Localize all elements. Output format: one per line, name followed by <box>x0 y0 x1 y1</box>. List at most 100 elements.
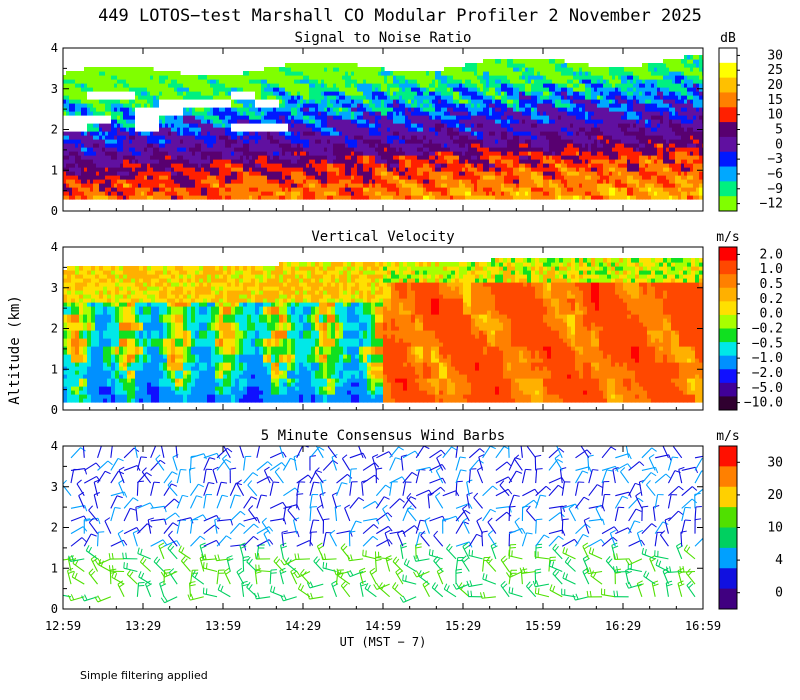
snr-cell <box>444 71 448 76</box>
snr-cell <box>213 123 217 128</box>
snr-cell <box>264 175 268 180</box>
snr-cell <box>264 167 268 172</box>
snr-cell <box>498 71 502 76</box>
snr-cell <box>234 99 238 104</box>
snr-cell <box>405 87 409 92</box>
snr-cell <box>180 95 184 100</box>
snr-cell <box>63 87 67 92</box>
snr-cell <box>72 159 76 164</box>
snr-cell <box>204 183 208 188</box>
snr-cell <box>123 159 127 164</box>
snr-cell <box>135 155 139 160</box>
snr-cell <box>417 107 421 112</box>
snr-cell <box>297 107 301 112</box>
snr-cell <box>264 99 268 104</box>
snr-cell <box>144 167 148 172</box>
snr-cell <box>294 75 298 80</box>
snr-cell <box>195 95 199 100</box>
snr-cell <box>300 71 304 76</box>
snr-cell <box>486 143 490 148</box>
snr-cell <box>288 79 292 84</box>
snr-cell <box>258 83 262 88</box>
snr-cell <box>423 179 427 184</box>
snr-cell <box>261 123 265 128</box>
snr-cell <box>420 151 424 156</box>
snr-cell <box>342 175 346 180</box>
snr-cell <box>330 135 334 140</box>
snr-cell <box>405 91 409 96</box>
snr-cell <box>411 119 415 124</box>
snr-cell <box>369 99 373 104</box>
snr-cell <box>441 183 445 188</box>
snr-cell <box>129 119 133 124</box>
snr-cell <box>483 75 487 80</box>
snr-cell <box>276 187 280 192</box>
snr-cell <box>81 115 85 120</box>
snr-cell <box>69 71 73 76</box>
snr-cell <box>405 179 409 184</box>
snr-cell <box>510 135 514 140</box>
snr-cell <box>279 155 283 160</box>
snr-cell <box>294 179 298 184</box>
snr-cell <box>318 95 322 100</box>
snr-cell <box>420 179 424 184</box>
snr-cell <box>288 139 292 144</box>
snr-cell <box>168 175 172 180</box>
snr-cell <box>282 127 286 132</box>
snr-cell <box>63 179 67 184</box>
snr-cell <box>435 123 439 128</box>
snr-cell <box>234 151 238 156</box>
snr-cell <box>267 119 271 124</box>
snr-cell <box>390 71 394 76</box>
snr-cell <box>138 159 142 164</box>
snr-cell <box>357 103 361 108</box>
snr-cell <box>453 71 457 76</box>
snr-cell <box>486 75 490 80</box>
snr-cell <box>351 87 355 92</box>
snr-cell <box>255 127 259 132</box>
snr-cell <box>279 195 283 200</box>
snr-cell <box>471 111 475 116</box>
snr-cell <box>126 183 130 188</box>
snr-cell <box>378 103 382 108</box>
snr-cell <box>165 75 169 80</box>
snr-cell <box>123 79 127 84</box>
snr-cell <box>414 115 418 120</box>
snr-cell <box>165 191 169 196</box>
snr-cell <box>210 119 214 124</box>
snr-cell <box>147 171 151 176</box>
snr-cell <box>195 183 199 188</box>
snr-cell <box>348 127 352 132</box>
snr-cell <box>459 79 463 84</box>
snr-cell <box>123 71 127 76</box>
snr-cell <box>396 195 400 200</box>
snr-cell <box>282 75 286 80</box>
snr-cell <box>396 147 400 152</box>
snr-cell <box>423 103 427 108</box>
snr-cell <box>498 75 502 80</box>
snr-cell <box>381 159 385 164</box>
snr-cell <box>444 115 448 120</box>
snr-cell <box>240 83 244 88</box>
snr-cell <box>369 195 373 200</box>
snr-cell <box>90 71 94 76</box>
snr-cell <box>456 115 460 120</box>
snr-cell <box>348 75 352 80</box>
snr-cell <box>462 191 466 196</box>
snr-cell <box>345 71 349 76</box>
snr-cell <box>480 139 484 144</box>
snr-cell <box>339 87 343 92</box>
snr-cell <box>174 99 178 104</box>
snr-cell <box>279 79 283 84</box>
snr-cell <box>183 95 187 100</box>
snr-cell <box>114 79 118 84</box>
snr-cell <box>213 191 217 196</box>
snr-cell <box>405 115 409 120</box>
snr-cell <box>339 123 343 128</box>
snr-cell <box>351 159 355 164</box>
snr-cell <box>129 159 133 164</box>
snr-cell <box>495 163 499 168</box>
snr-cell <box>489 159 493 164</box>
snr-cell <box>426 91 430 96</box>
snr-cell <box>291 95 295 100</box>
